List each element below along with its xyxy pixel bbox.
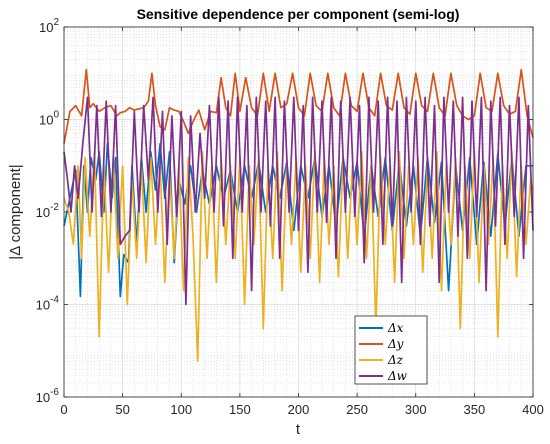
legend-items: Δx Δy Δz Δw (359, 321, 408, 383)
y-tick-exponent: 0 (53, 110, 59, 121)
legend-label: Δx (387, 321, 404, 335)
series-line-4 (63, 96, 534, 306)
x-axis-label: t (296, 421, 301, 438)
y-tick-base: 10 (36, 390, 50, 405)
y-tick-exponent: -4 (50, 295, 59, 306)
x-tick-label: 250 (346, 402, 368, 417)
y-tick-base: 10 (36, 298, 50, 313)
y-tick-exponent: -6 (50, 387, 59, 398)
y-tick-exponent: 2 (53, 17, 59, 28)
y-tick-label: 10-4 (36, 295, 60, 313)
y-tick-exponent: -2 (50, 202, 59, 213)
y-tick-label: 10-2 (36, 202, 60, 220)
chart-title: Sensitive dependence per component (semi… (137, 6, 460, 22)
tick-marks (63, 26, 534, 398)
legend: Δx Δy Δz Δw (354, 315, 428, 385)
legend-label: Δz (387, 353, 404, 367)
y-tick-base: 10 (39, 113, 53, 128)
x-tick-label: 50 (115, 402, 129, 417)
x-tick-labels: 0 50 100 150 200 250 300 350 400 (60, 402, 543, 417)
x-tick-label: 200 (288, 402, 310, 417)
series-layer (63, 68, 534, 362)
y-axis-label: |Δ component| (7, 164, 24, 259)
y-tick-base: 10 (39, 20, 53, 35)
x-tick-label: 300 (405, 402, 427, 417)
series-line-2 (63, 68, 534, 144)
y-tick-label: 10-6 (36, 387, 60, 405)
legend-label: Δw (387, 369, 408, 383)
x-tick-label: 400 (522, 402, 544, 417)
x-tick-label: 150 (229, 402, 251, 417)
x-tick-label: 100 (170, 402, 192, 417)
y-tick-label: 100 (39, 110, 59, 128)
y-tick-label: 102 (39, 17, 59, 35)
legend-label: Δy (387, 337, 404, 351)
y-tick-base: 10 (36, 205, 50, 220)
x-tick-label: 350 (464, 402, 486, 417)
x-tick-label: 0 (60, 402, 67, 417)
